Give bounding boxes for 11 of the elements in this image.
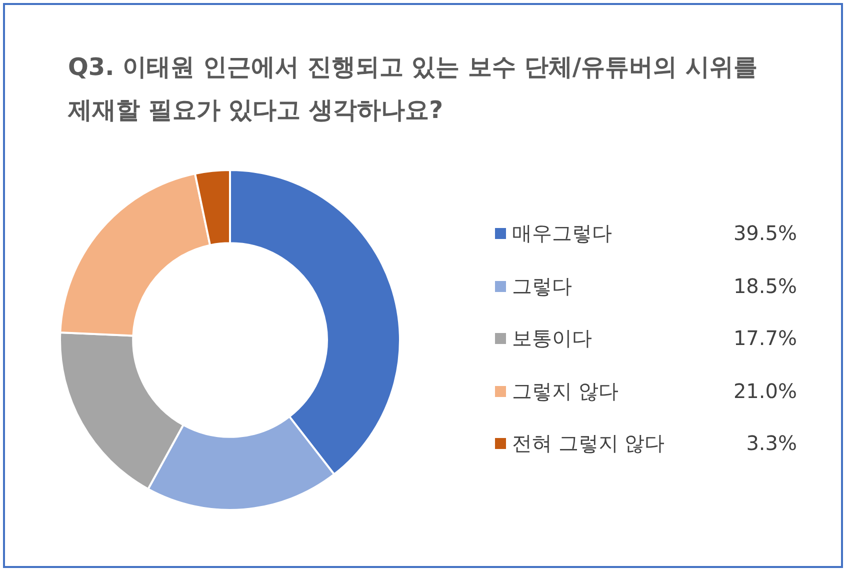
- data-label: 21.0%: [733, 378, 797, 404]
- legend-label: 그렇지 않다: [512, 378, 618, 404]
- legend-label: 그렇다: [512, 272, 572, 300]
- data-label: 3.3%: [746, 430, 797, 457]
- chart-title: Q3. 이태원 인근에서 진행되고 있는 보수 단체/유튜버의 시위를 제재할 필요가 있다고 생각하나요?: [68, 52, 758, 126]
- data-label: 17.7%: [733, 325, 797, 352]
- data-label: 18.5%: [733, 272, 797, 300]
- legend-label: 보통이다: [512, 325, 592, 352]
- legend-label: 매우그렇다: [512, 220, 612, 247]
- legend-label: 전혀 그렇지 않다: [512, 430, 665, 457]
- data-label: 39.5%: [733, 220, 797, 247]
